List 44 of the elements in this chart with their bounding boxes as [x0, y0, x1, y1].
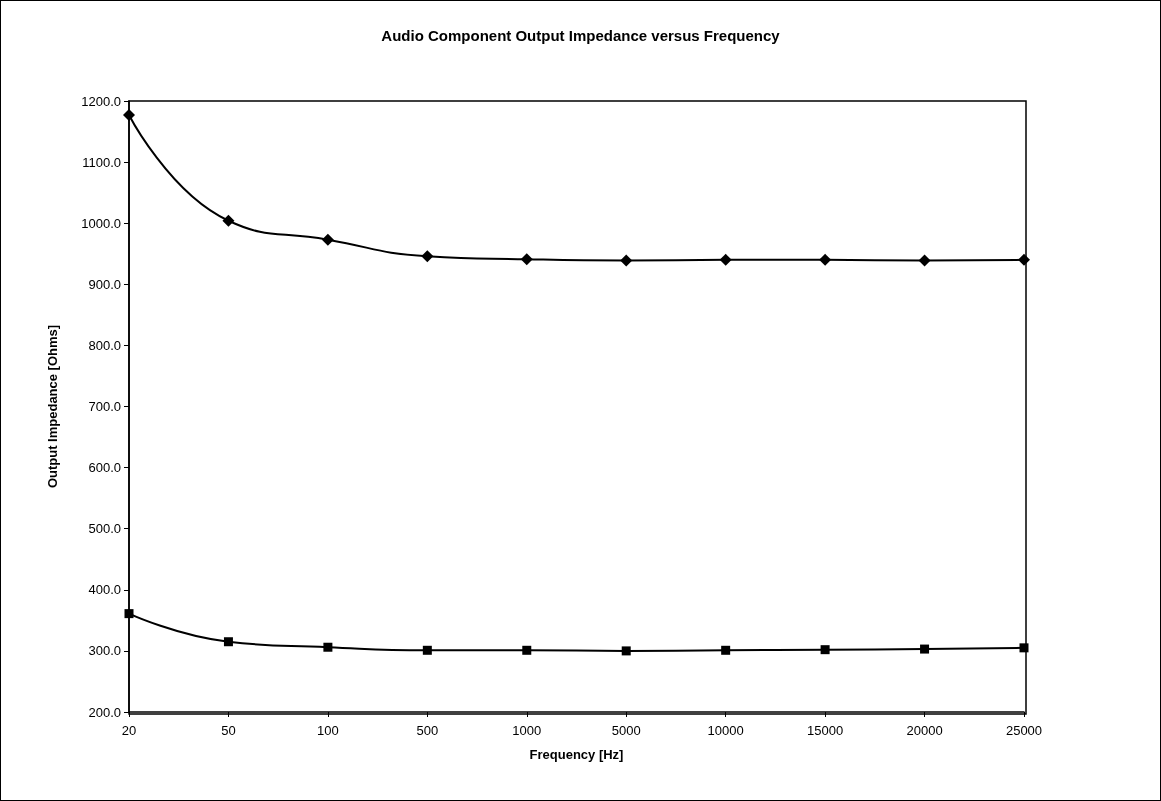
y-tick-label: 300.0	[88, 643, 121, 659]
point	[422, 645, 432, 655]
y-tick-label: 200.0	[88, 704, 121, 720]
point	[321, 233, 334, 246]
y-tick-label: 700.0	[88, 399, 121, 414]
point	[621, 646, 631, 656]
y-tick-label: 800.0	[88, 337, 121, 353]
x-tick-label: 500	[416, 723, 439, 738]
point	[920, 644, 930, 654]
x-tick-label: 1000	[512, 723, 542, 738]
point	[820, 645, 830, 655]
point	[520, 253, 533, 266]
point	[421, 250, 434, 263]
y-tick-label: 900.0	[88, 276, 121, 292]
point	[620, 254, 633, 267]
point	[1018, 253, 1030, 266]
chart-title: Audio Component Output Impedance versus Frequency	[381, 27, 781, 44]
x-tick-label: 50	[221, 723, 236, 738]
x-tick-label: 25000	[1005, 723, 1043, 738]
point	[222, 214, 235, 227]
y-tick-label: 1000.0	[81, 215, 121, 231]
point	[522, 645, 532, 655]
point	[721, 645, 731, 655]
x-axis-title: Frequency [Hz]	[529, 747, 624, 762]
point	[223, 637, 233, 647]
point	[918, 254, 931, 267]
point	[124, 609, 134, 619]
y-tick-label: 400.0	[88, 582, 121, 598]
point	[123, 109, 135, 122]
x-tick-label: 10000	[707, 723, 744, 738]
y-axis-title: Output Impedance [Ohms]	[45, 324, 60, 489]
point	[819, 253, 832, 266]
y-tick-label: 1100.0	[82, 154, 121, 170]
x-tick-label: 5000	[611, 723, 641, 738]
point	[1019, 643, 1029, 653]
y-tick-label: 500.0	[88, 521, 121, 537]
point	[719, 253, 732, 266]
point	[323, 642, 333, 652]
x-tick-label: 20000	[906, 723, 943, 738]
x-tick-label: 100	[317, 723, 339, 738]
y-tick-label: 1200.0	[81, 93, 121, 109]
y-tick-label: 600.0	[88, 460, 121, 476]
x-tick-label: 20	[121, 723, 137, 738]
x-tick-label: 15000	[807, 723, 844, 738]
